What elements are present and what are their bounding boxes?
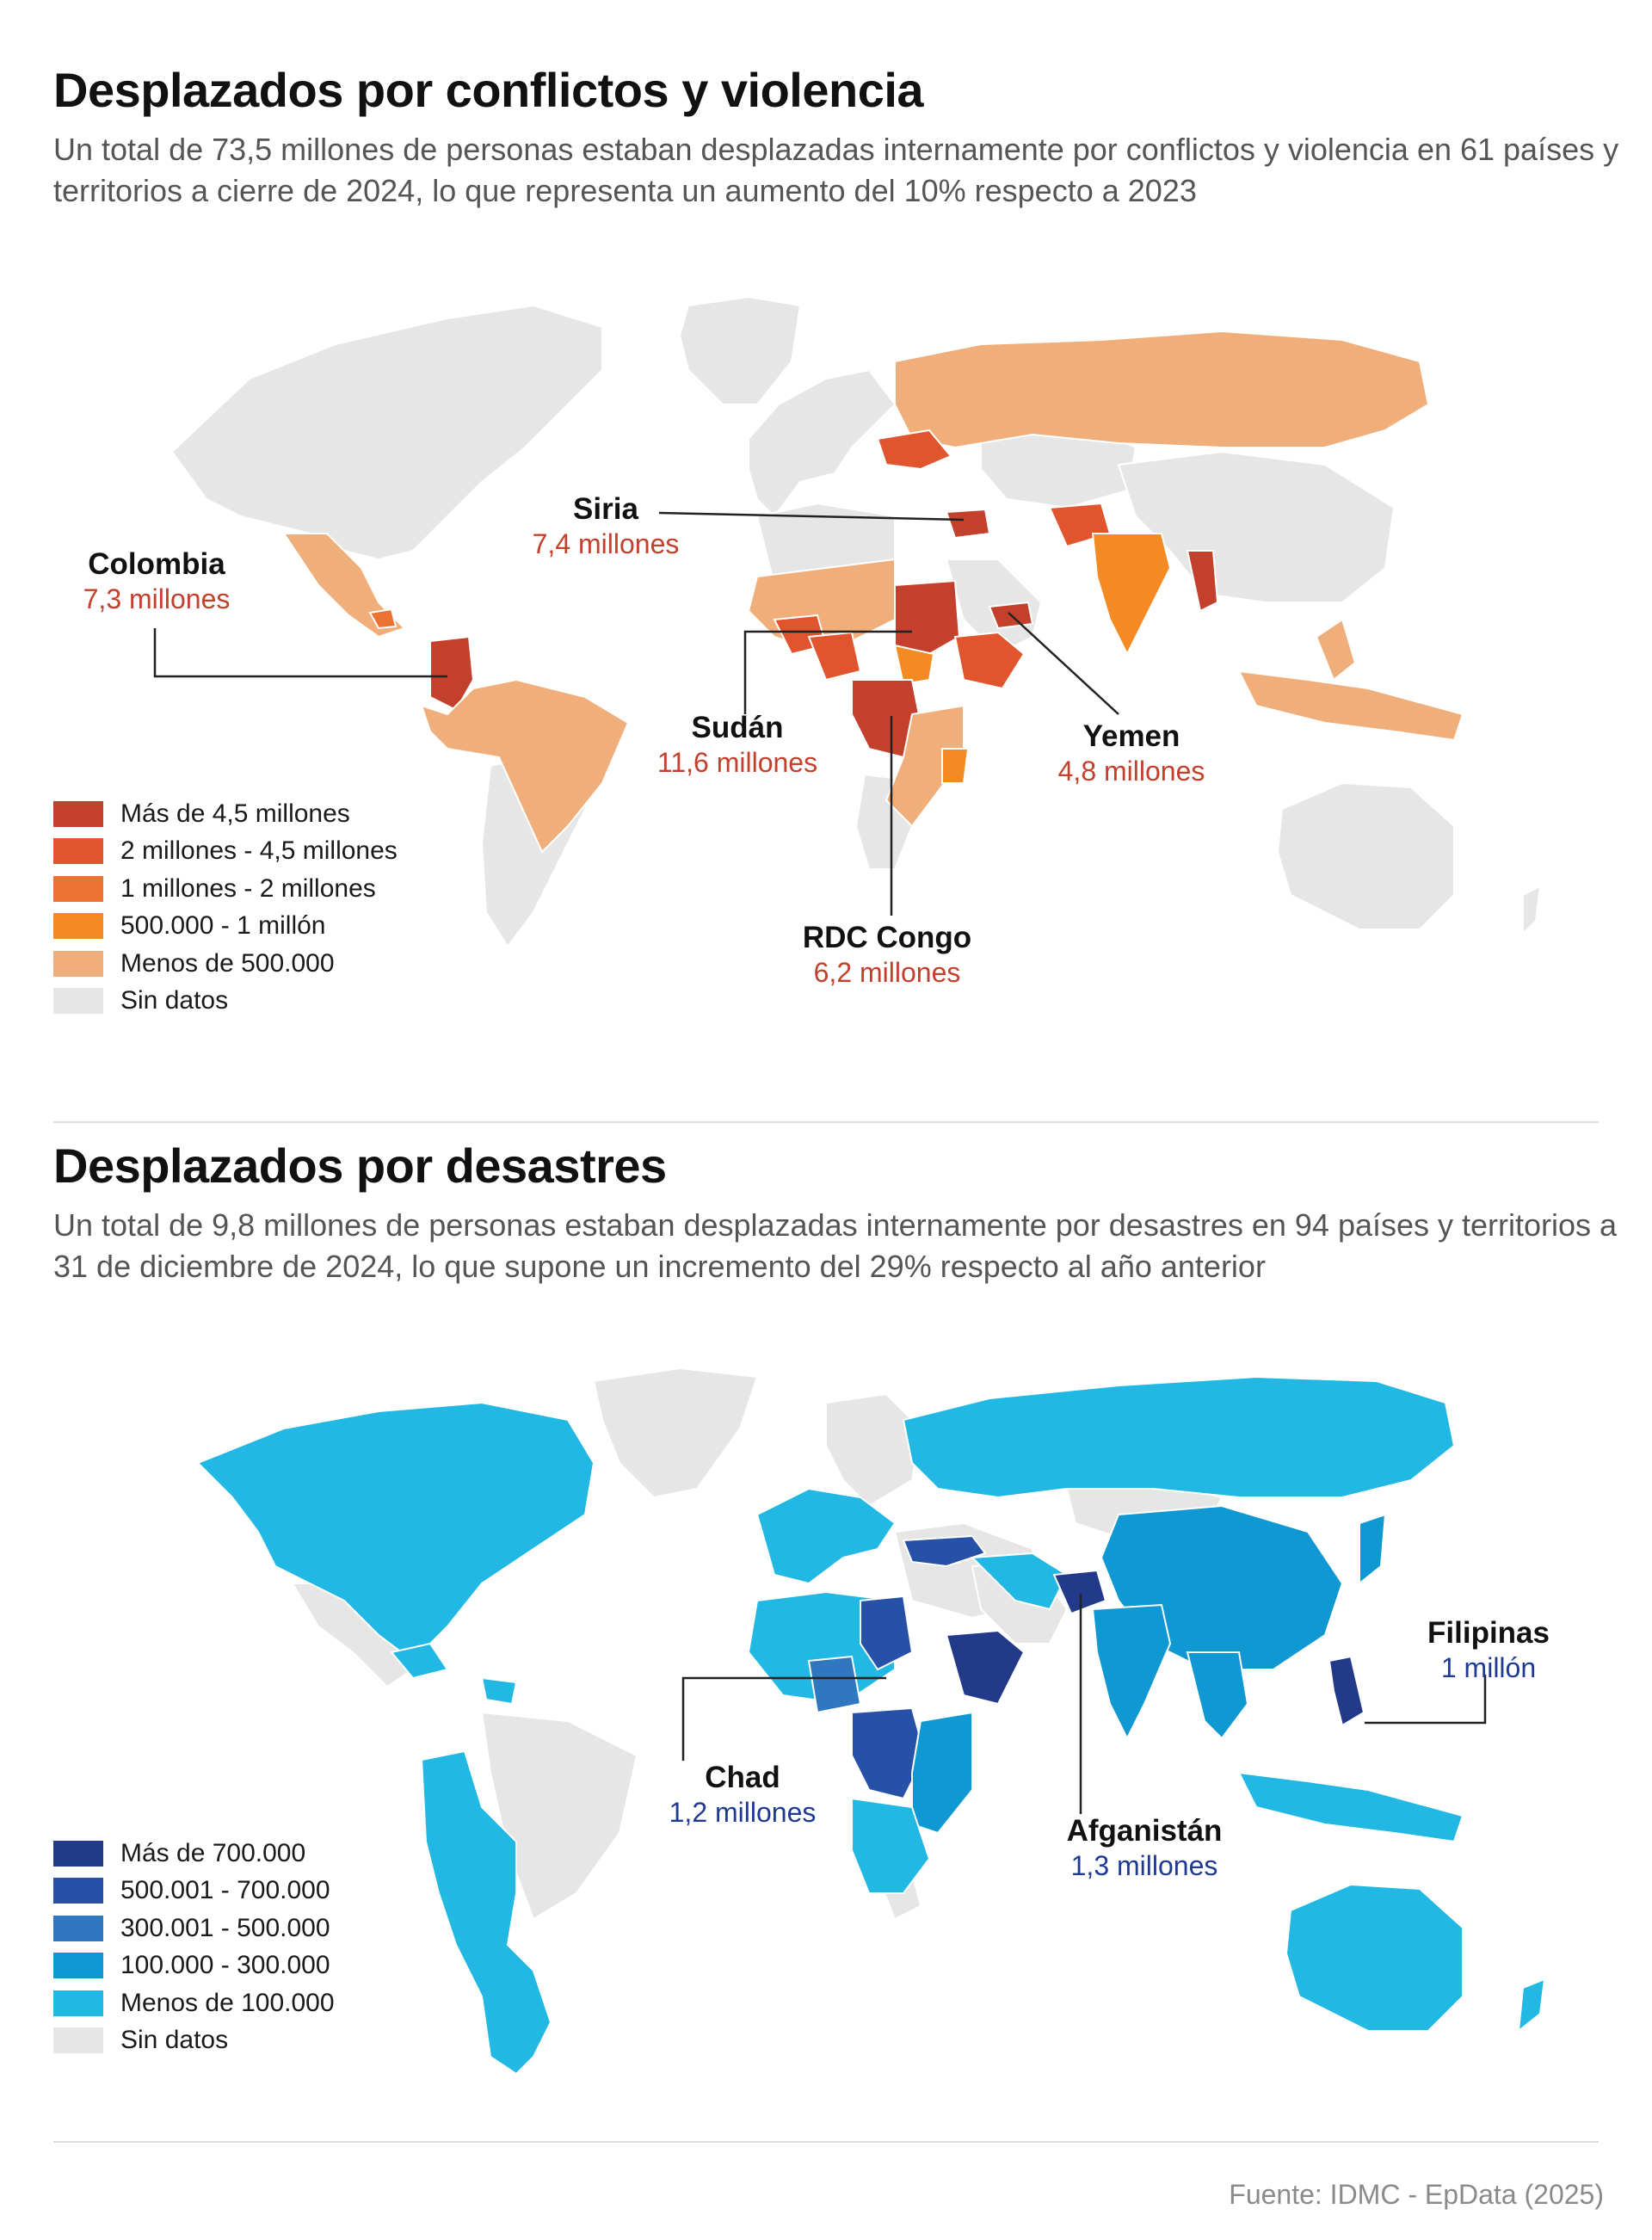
leader-line-sudan [743, 630, 912, 714]
disaster-map-affected-land [196, 1375, 1546, 2076]
legend-swatch [53, 1840, 103, 1867]
callout-colombia-value: 7,3 millones [83, 583, 231, 614]
disaster-legend-item: 100.000 - 300.000 [53, 1947, 335, 1985]
callout-yemen-name: Yemen [1082, 719, 1180, 753]
legend-label: 100.000 - 300.000 [120, 1951, 330, 1980]
callout-colombia: Colombia 7,3 millones [53, 547, 260, 616]
callout-filipinas-name: Filipinas [1427, 1616, 1550, 1650]
callout-rdc-congo-value: 6,2 millones [813, 957, 961, 988]
legend-swatch [53, 950, 103, 977]
disaster-leader-lines [681, 1594, 1487, 1814]
callout-yemen: Yemen 4,8 millones [1050, 719, 1213, 788]
callout-chad: Chad 1,2 millones [652, 1761, 833, 1830]
legend-label: Más de 700.000 [120, 1838, 306, 1867]
conflict-legend: Más de 4,5 millones 2 millones - 4,5 mil… [53, 795, 398, 1020]
legend-label: Menos de 500.000 [120, 948, 335, 978]
legend-label: 2 millones - 4,5 millones [120, 836, 398, 866]
disaster-legend-item: 300.001 - 500.000 [53, 1910, 335, 1947]
legend-swatch [53, 988, 103, 1015]
conflict-legend-item: Menos de 500.000 [53, 945, 398, 983]
conflict-title: Desplazados por conflictos y violencia [53, 63, 924, 117]
disaster-legend: Más de 700.000 500.001 - 700.000 300.001… [53, 1835, 335, 2059]
callout-afganistan-name: Afganistán [1066, 1814, 1223, 1848]
conflict-legend-item: 2 millones - 4,5 millones [53, 833, 398, 871]
legend-label: 500.001 - 700.000 [120, 1876, 330, 1905]
legend-label: Sin datos [120, 2026, 229, 2055]
legend-label: 300.001 - 500.000 [120, 1913, 330, 1942]
legend-swatch [53, 1878, 103, 1904]
disaster-legend-item: Más de 700.000 [53, 1835, 335, 1873]
conflict-section: Desplazados por conflictos y violencia U… [0, 0, 1652, 1119]
section-divider [53, 1121, 1599, 1123]
callout-yemen-value: 4,8 millones [1057, 756, 1205, 787]
callout-afganistan: Afganistán 1,3 millones [1050, 1814, 1239, 1883]
callout-filipinas: Filipinas 1 millón [1411, 1616, 1566, 1685]
callout-rdc-congo-name: RDC Congo [802, 921, 972, 954]
conflict-legend-item: 1 millones - 2 millones [53, 870, 398, 908]
conflict-legend-item: Más de 4,5 millones [53, 795, 398, 833]
conflict-subtitle: Un total de 73,5 millones de personas es… [53, 132, 1619, 208]
conflict-map-affected-land [282, 330, 1464, 854]
callout-sudan: Sudán 11,6 millones [647, 711, 828, 780]
disaster-map [196, 1367, 1546, 2076]
legend-label: 500.000 - 1 millón [120, 911, 326, 941]
conflict-legend-item: 500.000 - 1 millón [53, 908, 398, 946]
callout-siria-value: 7,4 millones [532, 528, 680, 559]
callout-chad-value: 1,2 millones [669, 1797, 817, 1828]
legend-label: Más de 4,5 millones [120, 799, 350, 828]
disaster-subtitle: Un total de 9,8 millones de personas est… [53, 1207, 1618, 1284]
legend-swatch [53, 2027, 103, 2054]
disaster-legend-item: 500.001 - 700.000 [53, 1873, 335, 1910]
callout-siria: Siria 7,4 millones [520, 492, 692, 561]
conflict-leader-lines [153, 511, 1119, 916]
conflict-legend-item: Sin datos [53, 983, 398, 1021]
leader-line-yemen [1008, 612, 1119, 715]
conflict-map-no-data-land [170, 295, 1542, 948]
leader-line-filipinas [1365, 1675, 1487, 1725]
callout-sudan-name: Sudán [691, 711, 784, 744]
callout-chad-name: Chad [705, 1761, 780, 1794]
conflict-map [153, 295, 1542, 948]
legend-swatch [53, 913, 103, 940]
leader-line-siria [658, 511, 965, 521]
leader-line-chad [681, 1676, 886, 1761]
callout-colombia-name: Colombia [88, 547, 225, 581]
footer-divider [53, 2141, 1599, 2143]
legend-label: 1 millones - 2 millones [120, 873, 376, 903]
legend-swatch [53, 838, 103, 865]
legend-swatch [53, 1915, 103, 1941]
callout-siria-name: Siria [573, 492, 638, 526]
callout-afganistan-value: 1,3 millones [1070, 1850, 1218, 1881]
legend-label: Menos de 100.000 [120, 1988, 335, 2017]
callout-rdc-congo: RDC Congo 6,2 millones [797, 921, 977, 990]
legend-label: Sin datos [120, 986, 229, 1015]
legend-swatch [53, 800, 103, 827]
disaster-legend-item: Menos de 100.000 [53, 1984, 335, 2022]
disaster-legend-item: Sin datos [53, 2022, 335, 2060]
legend-swatch [53, 1953, 103, 1979]
callout-filipinas-value: 1 millón [1440, 1652, 1537, 1683]
legend-swatch [53, 1990, 103, 2016]
disaster-section: Desplazados por desastres Un total de 9,… [0, 1119, 1652, 2151]
source-credit: Fuente: IDMC - EpData (2025) [1229, 2179, 1604, 2210]
callout-sudan-value: 11,6 millones [656, 747, 818, 778]
leader-line-colombia [153, 628, 447, 678]
disaster-title: Desplazados por desastres [53, 1139, 667, 1193]
legend-swatch [53, 875, 103, 902]
